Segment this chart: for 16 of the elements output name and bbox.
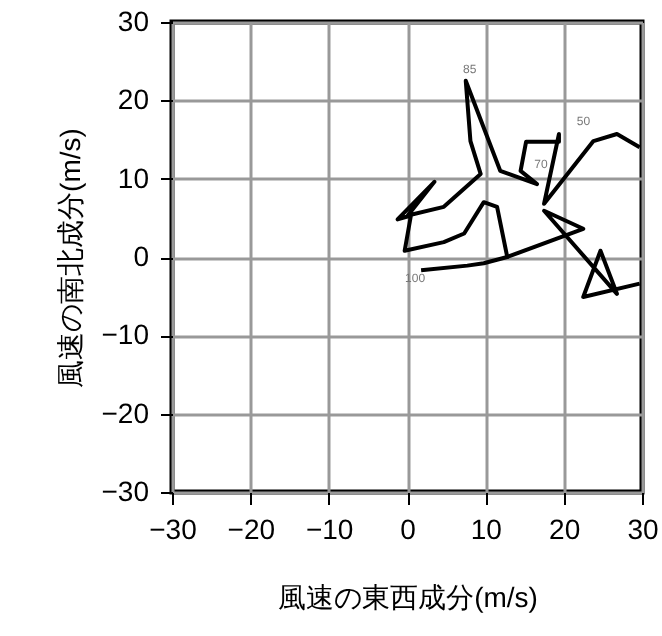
x-tick-label: 0 [400,513,417,545]
y-tick-label: 30 [117,5,150,37]
x-tick-label: −20 [227,513,276,545]
y-tick-label: −30 [101,475,150,507]
y-tick-label: 0 [133,240,150,272]
x-tick-label: −10 [305,513,354,545]
y-tick-label: −10 [101,318,150,351]
y-tick-label: −20 [101,396,150,429]
x-tick-label: 10 [470,513,503,545]
x-tick-label: −30 [149,513,198,545]
x-tick-label: 20 [549,513,581,545]
y-tick-label: 10 [117,161,150,194]
y-tick-label: 20 [117,83,150,116]
y-axis-title: 風速の南北成分(m/s) [53,128,86,388]
x-axis-title: 風速の東西成分(m/s) [278,581,538,613]
x-tick-label: 30 [627,513,659,545]
